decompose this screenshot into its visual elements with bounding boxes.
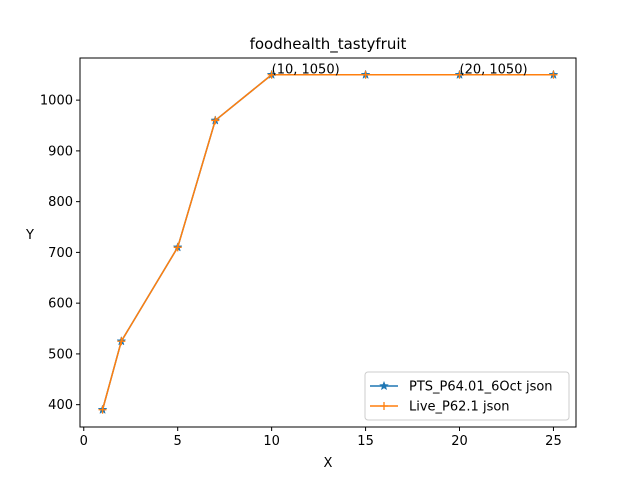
data-point xyxy=(117,337,126,346)
y-tick-label: 400 xyxy=(48,398,73,413)
legend-item: PTS_P64.01_6Oct json xyxy=(370,380,553,395)
data-point xyxy=(361,70,370,79)
y-tick-label: 1000 xyxy=(40,94,73,109)
data-point xyxy=(549,70,558,79)
x-tick-label: 5 xyxy=(174,434,182,449)
data-point xyxy=(98,405,107,414)
y-tick-label: 700 xyxy=(48,246,73,261)
legend-marker xyxy=(379,380,389,391)
legend: PTS_P64.01_6Oct json Live_P62.1 json xyxy=(364,371,570,421)
data-point xyxy=(455,70,464,79)
chart-title: foodhealth_tastyfruit xyxy=(250,35,407,54)
series-line xyxy=(101,74,554,410)
plot-frame xyxy=(79,57,577,428)
y-tick-label: 500 xyxy=(48,347,73,362)
x-tick-label: 0 xyxy=(80,434,88,449)
axis-ticks: 0 5 10 15 20 25 400 500 600 700 800 900 1000 xyxy=(40,94,562,449)
legend-label: Live_P62.1 json xyxy=(409,400,510,415)
data-point xyxy=(173,243,182,252)
y-tick-label: 900 xyxy=(48,144,73,159)
x-tick-label: 25 xyxy=(545,434,562,449)
series-2 xyxy=(98,70,558,414)
legend-item: Live_P62.1 json xyxy=(370,400,510,415)
x-tick-label: 15 xyxy=(357,434,374,449)
series-layer xyxy=(97,69,559,414)
data-point xyxy=(211,116,220,125)
x-tick-label: 10 xyxy=(263,434,280,449)
point-annotation: (10, 1050) xyxy=(272,63,340,78)
y-tick-label: 800 xyxy=(48,195,73,210)
y-tick-label: 600 xyxy=(48,297,73,312)
legend-box xyxy=(364,371,570,421)
x-tick-label: 20 xyxy=(451,434,468,449)
data-point xyxy=(267,70,276,79)
point-annotation: (20, 1050) xyxy=(460,63,528,78)
annotation-layer: (10, 1050) (20, 1050) xyxy=(272,63,528,78)
x-axis-title: X xyxy=(324,456,333,471)
legend-label: PTS_P64.01_6Oct json xyxy=(409,380,553,395)
y-axis-title: Y xyxy=(25,228,34,243)
legend-marker xyxy=(380,402,388,410)
